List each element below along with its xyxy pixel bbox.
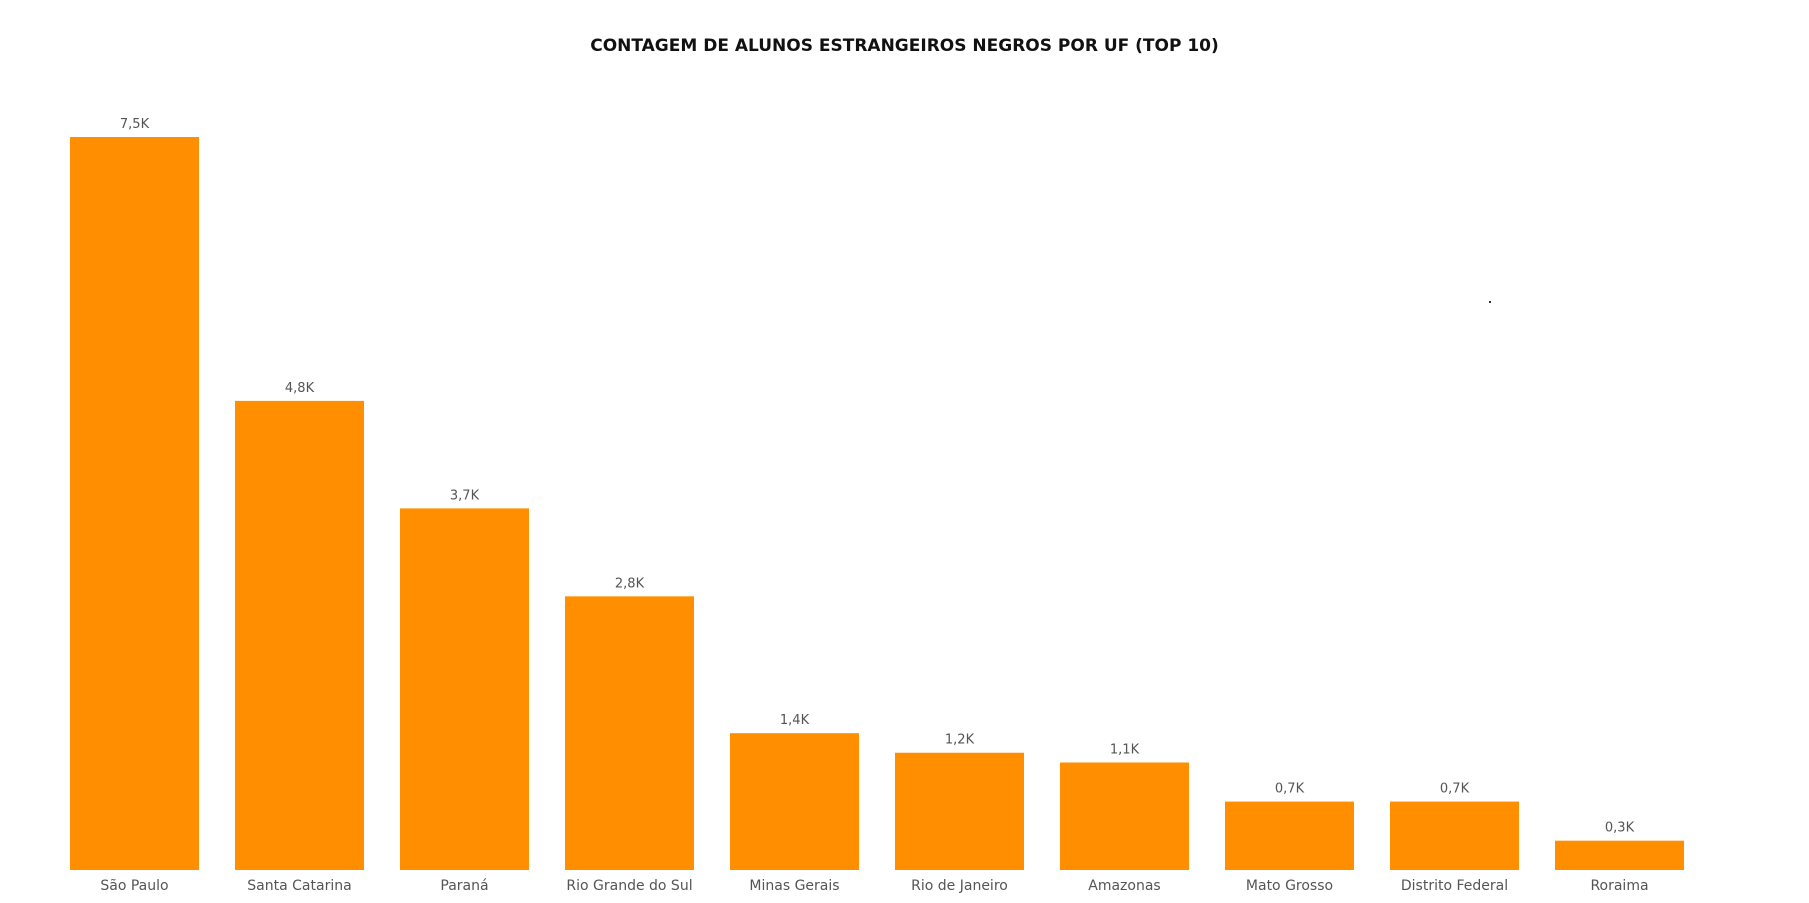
x-tick-label-7: Mato Grosso bbox=[1246, 878, 1333, 894]
data-labels-layer: 7,5K 4,8K 3,7K 2,8K 1,4K 1,2K 1,1K 0,7K 0,7K 0,3K bbox=[120, 117, 1635, 836]
x-tick-label-2: Paraná bbox=[440, 878, 488, 894]
x-tick-label-4: Minas Gerais bbox=[749, 878, 839, 894]
data-label-8: 0,7K bbox=[1440, 782, 1470, 797]
x-tick-label-0: São Paulo bbox=[100, 878, 168, 894]
chart-title: CONTAGEM DE ALUNOS ESTRANGEIROS NEGROS P… bbox=[590, 36, 1219, 56]
x-tick-label-3: Rio Grande do Sul bbox=[566, 878, 692, 894]
x-tick-label-8: Distrito Federal bbox=[1401, 878, 1508, 894]
stray-dot bbox=[1489, 301, 1491, 303]
bar-1[interactable] bbox=[235, 400, 364, 870]
bar-0[interactable] bbox=[70, 137, 199, 870]
data-label-9: 0,3K bbox=[1605, 821, 1635, 836]
bar-7[interactable] bbox=[1225, 801, 1354, 870]
bar-6[interactable] bbox=[1060, 762, 1189, 870]
data-label-5: 1,2K bbox=[945, 733, 975, 748]
bars-layer bbox=[70, 137, 1684, 870]
x-tick-label-5: Rio de Janeiro bbox=[911, 878, 1008, 894]
x-tick-label-9: Roraima bbox=[1590, 878, 1648, 894]
data-label-4: 1,4K bbox=[780, 713, 810, 728]
bar-2[interactable] bbox=[400, 508, 529, 870]
data-label-2: 3,7K bbox=[450, 488, 480, 503]
data-label-6: 1,1K bbox=[1110, 742, 1140, 757]
x-axis-tick-labels: São Paulo Santa Catarina Paraná Rio Grande … bbox=[100, 878, 1648, 894]
bar-5[interactable] bbox=[895, 752, 1024, 870]
x-tick-label-1: Santa Catarina bbox=[247, 878, 351, 894]
bar-8[interactable] bbox=[1390, 801, 1519, 870]
bar-9[interactable] bbox=[1555, 840, 1684, 870]
data-label-0: 7,5K bbox=[120, 117, 150, 132]
data-label-3: 2,8K bbox=[615, 576, 645, 591]
bar-3[interactable] bbox=[565, 596, 694, 870]
data-label-7: 0,7K bbox=[1275, 782, 1305, 797]
bar-4[interactable] bbox=[730, 733, 859, 870]
x-tick-label-6: Amazonas bbox=[1088, 878, 1160, 894]
data-label-1: 4,8K bbox=[285, 381, 315, 396]
